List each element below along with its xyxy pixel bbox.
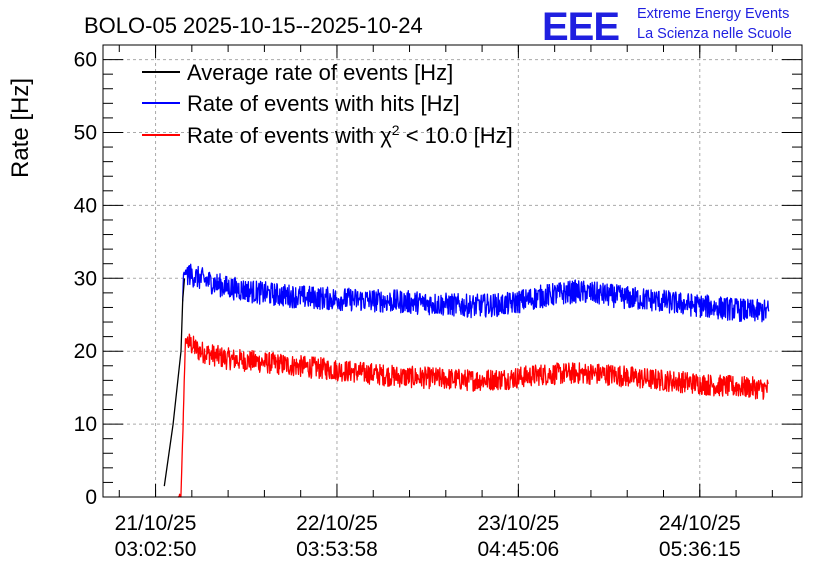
chart-title: BOLO-05 2025-10-15--2025-10-24 bbox=[84, 13, 423, 38]
x-tick-time: 05:36:15 bbox=[659, 538, 741, 561]
y-tick-label: 40 bbox=[74, 194, 97, 217]
x-tick-date: 23/10/25 bbox=[477, 512, 559, 535]
x-tick-date: 21/10/25 bbox=[115, 512, 197, 535]
legend-chi2-suffix: < 10.0 [Hz] bbox=[400, 123, 513, 148]
axis-ticks bbox=[103, 44, 802, 498]
series-line-chi2 bbox=[177, 333, 769, 498]
y-tick-label: 0 bbox=[85, 486, 97, 509]
eee-logo-mark: EEE bbox=[542, 5, 619, 49]
y-tick-label: 10 bbox=[74, 413, 97, 436]
eee-logo: EEE Extreme Energy Events La Scienza nel… bbox=[542, 5, 792, 49]
eee-logo-line1: Extreme Energy Events bbox=[637, 6, 789, 22]
eee-logo-line2: La Scienza nelle Scuole bbox=[637, 26, 792, 42]
legend-chi2-symbol: χ bbox=[380, 123, 392, 148]
x-tick-time: 03:53:58 bbox=[296, 538, 378, 561]
y-tick-label: 50 bbox=[74, 121, 97, 144]
y-axis-label: Rate [Hz] bbox=[7, 78, 34, 178]
x-tick-date: 22/10/25 bbox=[296, 512, 378, 535]
plot-frame bbox=[102, 44, 803, 498]
x-tick-labels: 21/10/25 03:02:50 22/10/25 03:53:58 23/10/25… bbox=[115, 512, 741, 561]
x-tick-time: 03:02:50 bbox=[115, 538, 197, 561]
y-tick-labels: 0 10 20 30 40 50 60 bbox=[74, 49, 97, 509]
y-tick-label: 30 bbox=[74, 267, 97, 290]
legend: Average rate of events [Hz] Rate of even… bbox=[142, 60, 513, 148]
x-tick-time: 04:45:06 bbox=[477, 538, 559, 561]
legend-label-hits: Rate of events with hits [Hz] bbox=[187, 91, 460, 116]
data-series bbox=[163, 263, 770, 498]
y-tick-label: 20 bbox=[74, 340, 97, 363]
legend-label-average: Average rate of events [Hz] bbox=[187, 60, 453, 85]
y-tick-label: 60 bbox=[74, 49, 97, 72]
x-tick-date: 24/10/25 bbox=[659, 512, 741, 535]
legend-chi2-sup: 2 bbox=[392, 122, 400, 138]
series-line-hits bbox=[182, 263, 770, 323]
legend-chi2-prefix: Rate of events with bbox=[187, 123, 380, 148]
legend-label-chi2: Rate of events with χ2 < 10.0 [Hz] bbox=[187, 122, 513, 148]
series-line-average bbox=[163, 278, 186, 487]
